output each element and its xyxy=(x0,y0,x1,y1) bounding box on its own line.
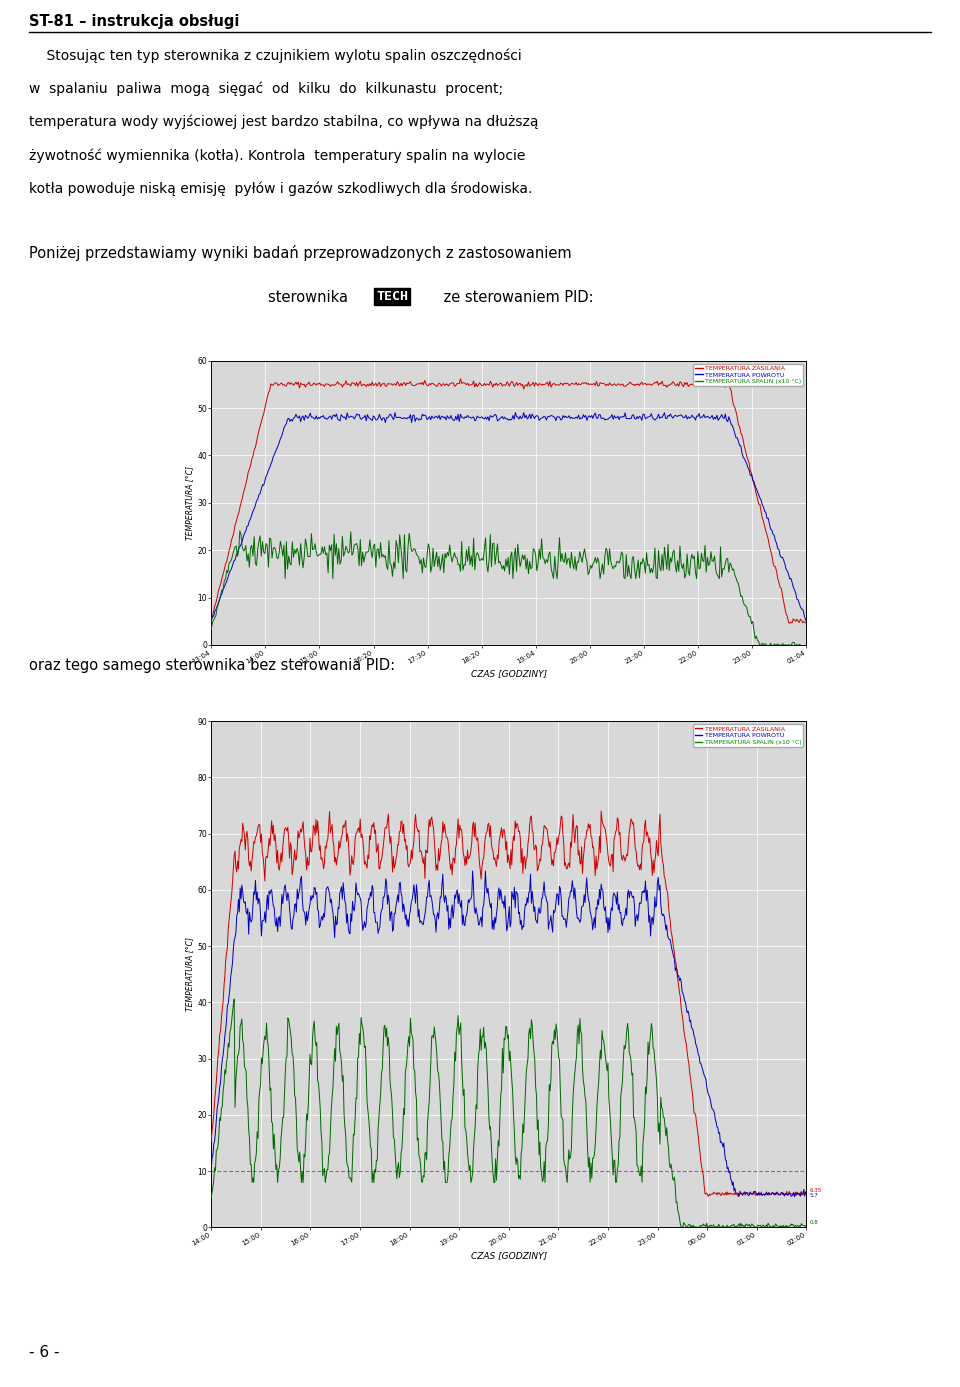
Legend: TEMPERATURA ZASILANIA, TEMPERATURA POWROTU, TRMPERATURA SPALIN (x10 °C): TEMPERATURA ZASILANIA, TEMPERATURA POWRO… xyxy=(693,724,804,746)
X-axis label: CZAS [GODZINY]: CZAS [GODZINY] xyxy=(470,1251,547,1261)
Text: oraz tego samego sterownika bez sterowania PID:: oraz tego samego sterownika bez sterowan… xyxy=(29,659,395,673)
Text: ST-81 – instrukcja obsługi: ST-81 – instrukcja obsługi xyxy=(29,14,239,29)
Y-axis label: TEMPERATURA [°C]: TEMPERATURA [°C] xyxy=(185,466,195,540)
Text: Stosując ten typ sterownika z czujnikiem wylotu spalin oszczędności: Stosując ten typ sterownika z czujnikiem… xyxy=(29,49,521,62)
Y-axis label: TEMPERATURA [°C]: TEMPERATURA [°C] xyxy=(185,938,195,1011)
X-axis label: CZAS [GODZINY]: CZAS [GODZINY] xyxy=(470,669,547,678)
Legend: TEMPERATURA ZASILANIA, TEMPERATURA POWROTU, TEMPERATURA SPALIN (x10 °C): TEMPERATURA ZASILANIA, TEMPERATURA POWRO… xyxy=(693,363,804,386)
Text: 0.8: 0.8 xyxy=(809,1221,818,1226)
Text: kotła powoduje niską emisję  pyłów i gazów szkodliwych dla środowiska.: kotła powoduje niską emisję pyłów i gazó… xyxy=(29,182,532,196)
Text: temperatura wody wyjściowej jest bardzo stabilna, co wpływa na dłuższą: temperatura wody wyjściowej jest bardzo … xyxy=(29,115,539,129)
Text: 6.35: 6.35 xyxy=(809,1189,822,1193)
Text: - 6 -: - 6 - xyxy=(29,1345,60,1359)
Text: 5.7: 5.7 xyxy=(809,1193,818,1198)
Text: Poniżej przedstawiamy wyniki badań przeprowadzonych z zastosowaniem: Poniżej przedstawiamy wyniki badań przep… xyxy=(29,245,571,262)
Text: sterownika: sterownika xyxy=(268,290,352,305)
Text: ze sterowaniem PID:: ze sterowaniem PID: xyxy=(440,290,594,305)
Text: żywotność wymiennika (kotła). Kontrola  temperatury spalin na wylocie: żywotność wymiennika (kotła). Kontrola t… xyxy=(29,148,525,162)
Text: TECH: TECH xyxy=(376,290,408,304)
Text: w  spalaniu  paliwa  mogą  sięgać  od  kilku  do  kilkunastu  procent;: w spalaniu paliwa mogą sięgać od kilku d… xyxy=(29,82,503,96)
